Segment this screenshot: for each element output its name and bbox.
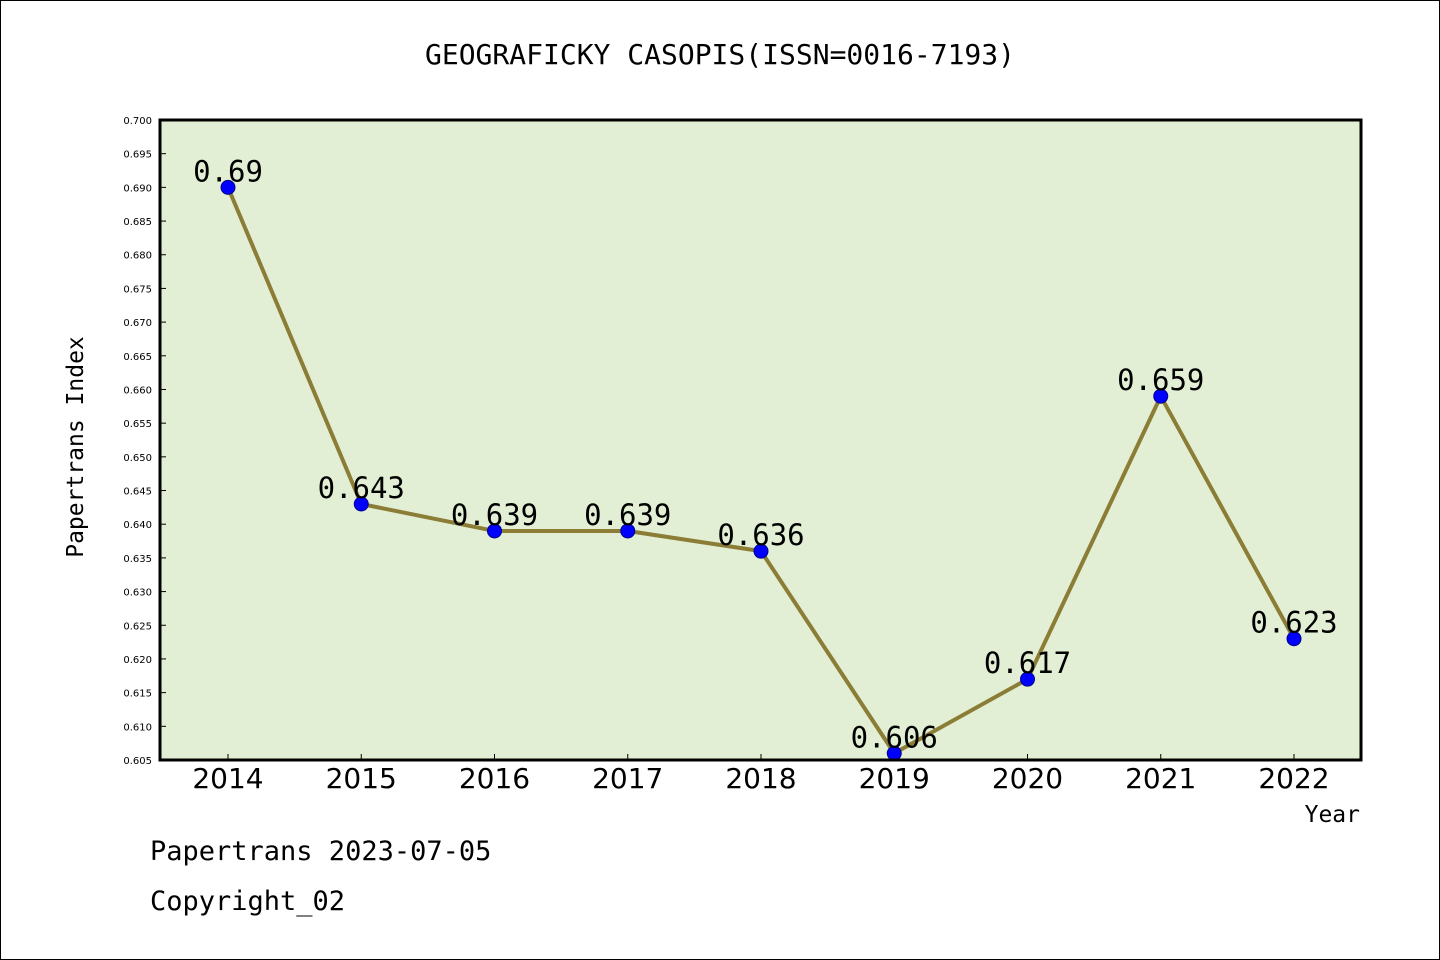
y-tick-label: 0.640 (123, 520, 152, 531)
x-tick-label: 2017 (592, 762, 663, 795)
x-axis: 2014 2015 2016 2017 2018 2019 2020 2021 2022 (192, 754, 1330, 795)
y-tick-label: 0.650 (123, 453, 152, 464)
y-tick-label: 0.610 (123, 722, 152, 733)
y-tick-label: 0.685 (123, 217, 152, 228)
y-tick-label: 0.675 (123, 284, 152, 295)
data-value-label: 0.643 (318, 471, 405, 505)
y-tick-label: 0.690 (123, 183, 152, 194)
chart-title: GEOGRAFICKY CASOPIS(ISSN=0016-7193) (424, 38, 1015, 71)
data-point-marker (220, 179, 236, 195)
y-tick-label: 0.660 (123, 385, 152, 396)
y-tick-label: 0.700 (123, 116, 152, 127)
y-tick-label: 0.680 (123, 251, 152, 262)
data-point-marker (753, 543, 769, 559)
data-value-label: 0.69 (193, 154, 263, 188)
data-point-marker (620, 523, 636, 539)
data-labels: 0.69 0.643 0.639 0.639 0.636 0.606 0.617 0.659 0… (193, 154, 1338, 754)
data-value-label: 0.606 (851, 720, 938, 754)
y-axis: 0.605 0.610 0.615 0.620 0.625 0.630 0.635 0.640… (123, 116, 166, 767)
plot-area (160, 120, 1361, 760)
footer-source: Papertrans 2023-07-05 (150, 836, 492, 867)
data-value-label: 0.639 (451, 498, 538, 532)
y-tick-label: 0.625 (123, 621, 152, 632)
plot-border (158, 118, 1363, 762)
data-value-label: 0.636 (717, 518, 804, 552)
x-tick-label: 2014 (192, 762, 263, 795)
y-tick-label: 0.670 (123, 318, 152, 329)
x-tick-label: 2019 (859, 762, 930, 795)
y-tick-label: 0.620 (123, 655, 152, 666)
data-value-label: 0.659 (1117, 363, 1204, 397)
x-tick-label: 2016 (459, 762, 530, 795)
data-points (220, 179, 1302, 761)
x-tick-label: 2018 (725, 762, 796, 795)
data-point-marker (1286, 631, 1302, 647)
y-tick-label: 0.655 (123, 419, 152, 430)
x-tick-label: 2021 (1125, 762, 1196, 795)
x-tick-label: 2015 (326, 762, 397, 795)
data-value-label: 0.617 (984, 646, 1071, 680)
data-point-marker (1020, 671, 1035, 687)
y-tick-label: 0.630 (123, 588, 152, 599)
y-tick-label: 0.695 (123, 150, 152, 161)
x-axis-label: Year (1304, 802, 1360, 828)
y-tick-label: 0.665 (123, 352, 152, 363)
data-value-label: 0.639 (584, 498, 671, 532)
data-value-label: 0.623 (1250, 606, 1337, 640)
data-point-marker (487, 523, 502, 539)
y-tick-label: 0.645 (123, 487, 152, 498)
x-tick-label: 2022 (1258, 762, 1329, 795)
data-point-marker (353, 496, 369, 512)
y-tick-label: 0.635 (123, 554, 152, 565)
x-tick-label: 2020 (992, 762, 1063, 795)
footer-copyright: Copyright_02 (150, 886, 346, 917)
y-tick-label: 0.615 (123, 689, 152, 700)
y-tick-label: 0.605 (123, 756, 152, 767)
data-point-marker (1153, 388, 1169, 404)
